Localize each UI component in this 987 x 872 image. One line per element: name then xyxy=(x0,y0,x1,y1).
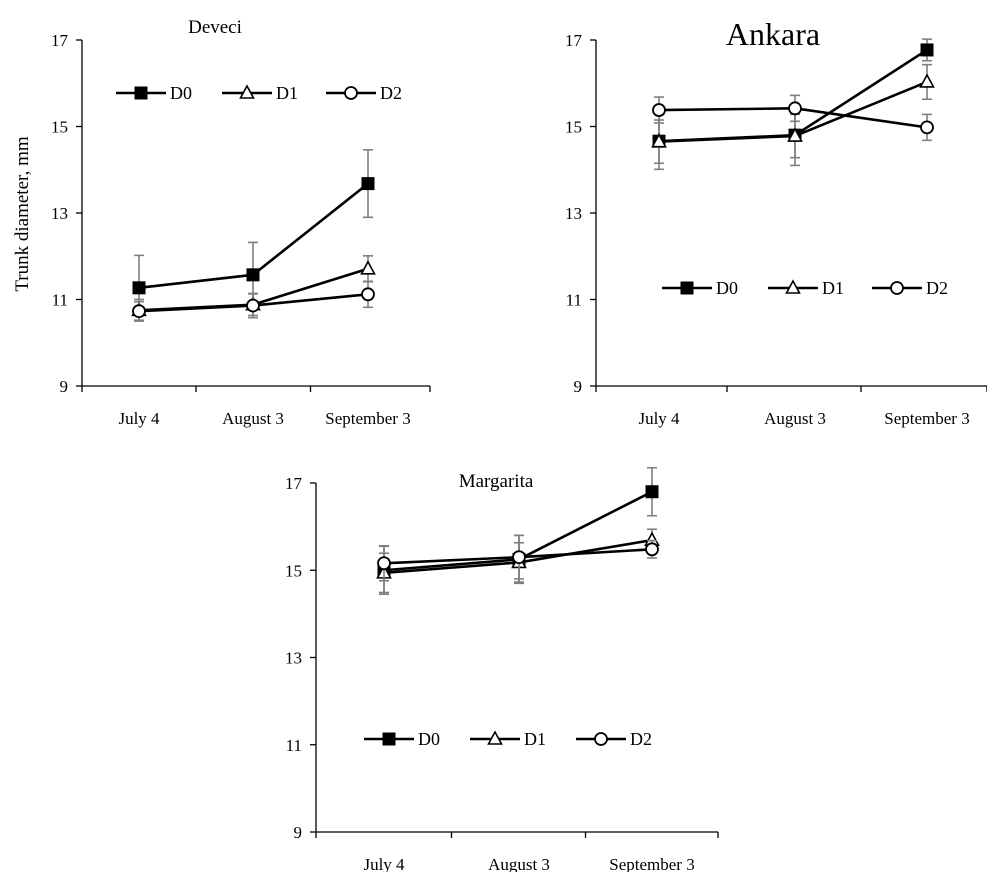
y-tick-label: 11 xyxy=(566,291,582,310)
y-tick-label: 11 xyxy=(52,291,68,310)
data-point xyxy=(645,485,659,499)
x-tick-label: September 3 xyxy=(884,409,969,428)
legend: D0 D1 D2 xyxy=(364,729,652,749)
legend-marker xyxy=(239,84,255,99)
legend-marker xyxy=(890,281,904,295)
series-d2 xyxy=(377,534,659,582)
legend-marker xyxy=(680,281,694,295)
x-tick-label: July 4 xyxy=(363,855,405,872)
legend-label: D0 xyxy=(170,83,192,103)
legend-marker xyxy=(382,732,396,746)
data-point xyxy=(361,287,375,302)
data-point xyxy=(512,550,526,565)
data-point xyxy=(360,260,376,275)
legend-label: D1 xyxy=(822,278,844,298)
data-point xyxy=(246,268,260,282)
legend-item-d0: D0 xyxy=(116,83,192,103)
y-tick-label: 15 xyxy=(51,118,68,137)
y-tick-label: 9 xyxy=(60,377,69,396)
chart-title: Ankara xyxy=(726,16,820,52)
data-point xyxy=(645,542,659,557)
x-tick-label: August 3 xyxy=(488,855,550,872)
legend-item-d0: D0 xyxy=(364,729,440,749)
y-tick-label: 11 xyxy=(286,736,302,755)
legend-item-d2: D2 xyxy=(576,729,652,749)
x-tick-label: July 4 xyxy=(118,409,160,428)
legend-marker xyxy=(344,86,358,100)
legend: D0 D1 D2 xyxy=(116,83,402,103)
legend-label: D1 xyxy=(524,729,546,749)
legend-marker xyxy=(487,730,503,745)
data-point xyxy=(132,281,146,295)
data-point xyxy=(919,73,935,88)
y-tick-label: 15 xyxy=(565,118,582,137)
data-point xyxy=(788,101,802,116)
legend-label: D0 xyxy=(716,278,738,298)
data-point xyxy=(377,556,391,571)
series-d2 xyxy=(132,280,375,322)
panel-margarita: Margarita 9 11 13 15 17 July 4 August 3 Septembe… xyxy=(285,466,719,872)
chart-title: Margarita xyxy=(459,471,534,492)
y-tick-label: 13 xyxy=(51,204,68,223)
data-point xyxy=(132,304,146,319)
legend-item-d2: D2 xyxy=(326,83,402,103)
y-tick-label: 17 xyxy=(51,31,69,50)
y-tick-label: 13 xyxy=(285,649,302,668)
y-tick-label: 15 xyxy=(285,561,302,580)
data-point xyxy=(246,298,260,313)
legend-marker xyxy=(594,732,608,746)
legend-item-d2: D2 xyxy=(872,278,948,298)
legend-item-d1: D1 xyxy=(470,729,546,749)
data-point xyxy=(652,103,666,117)
x-tick-label: September 3 xyxy=(609,855,694,872)
y-tick-label: 17 xyxy=(285,474,303,493)
y-tick-label: 13 xyxy=(565,204,582,223)
panel-ankara: Ankara 9 11 13 15 17 July 4 August 3 September 3… xyxy=(565,16,987,428)
legend-item-d1: D1 xyxy=(768,278,844,298)
x-tick-label: August 3 xyxy=(222,409,284,428)
data-point xyxy=(361,177,375,191)
chart-title: Deveci xyxy=(188,17,242,38)
data-point xyxy=(920,43,934,57)
y-tick-label: 9 xyxy=(574,377,583,396)
legend-label: D0 xyxy=(418,729,440,749)
legend-label: D1 xyxy=(276,83,298,103)
x-tick-label: July 4 xyxy=(638,409,680,428)
legend-item-d0: D0 xyxy=(662,278,738,298)
data-point xyxy=(787,127,803,142)
legend-label: D2 xyxy=(380,83,402,103)
data-point xyxy=(920,120,934,135)
y-tick-label: 9 xyxy=(294,823,303,842)
x-tick-label: August 3 xyxy=(764,409,826,428)
panel-deveci: Deveci 9 11 13 15 17 July 4 August 3 September 3… xyxy=(51,17,431,428)
legend-label: D2 xyxy=(630,729,652,749)
y-axis-label: Trunk diameter, mm xyxy=(12,136,33,291)
data-point xyxy=(651,132,667,148)
y-tick-label: 17 xyxy=(565,31,583,50)
legend: D0 D1 D2 xyxy=(662,278,948,298)
x-tick-label: September 3 xyxy=(325,409,410,428)
legend-marker xyxy=(785,279,801,294)
legend-item-d1: D1 xyxy=(222,83,298,103)
legend-marker xyxy=(134,86,148,100)
series-d2 xyxy=(652,94,934,142)
legend-label: D2 xyxy=(926,278,948,298)
